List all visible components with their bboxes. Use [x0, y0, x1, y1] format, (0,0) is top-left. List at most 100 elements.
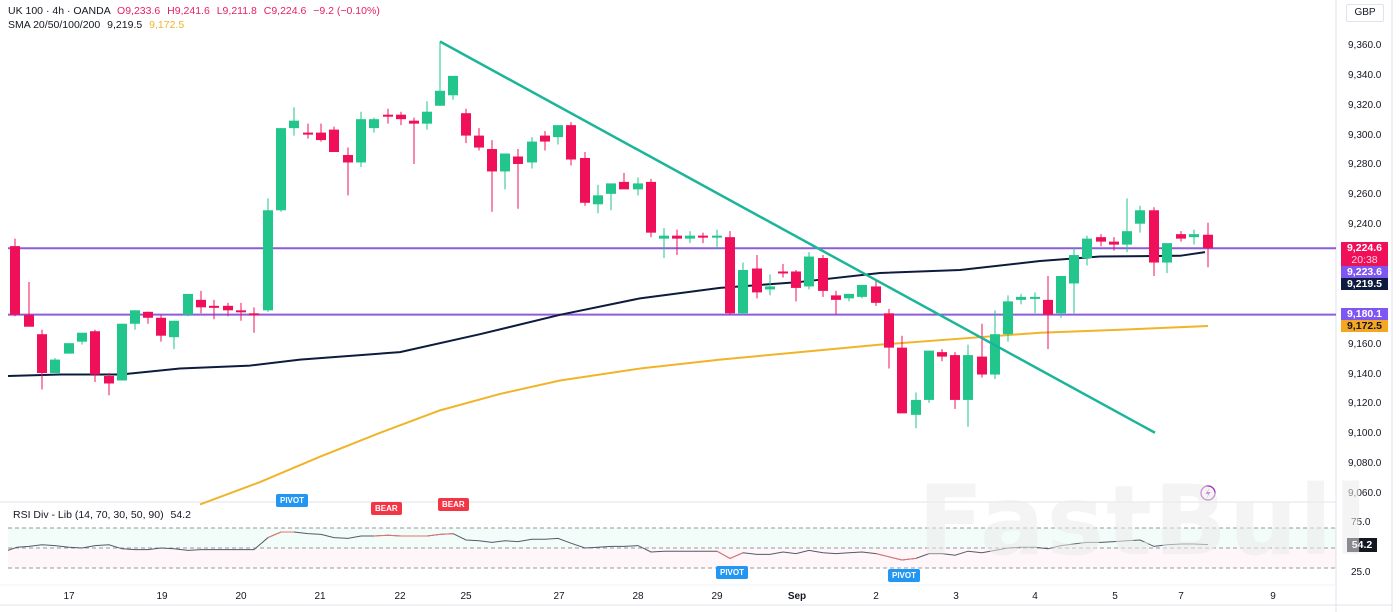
price-badge: 9,219.5 [1341, 278, 1388, 290]
candle-up [712, 235, 722, 238]
candle-down [196, 299, 206, 308]
price-badge-value: 9,223.6 [1346, 266, 1383, 278]
candle-down [383, 114, 393, 117]
candle-up [1016, 296, 1026, 300]
sma-value-2: 9,172.5 [149, 19, 185, 31]
sma-label[interactable]: SMA 20/50/100/200 [8, 19, 101, 31]
candle-down [1043, 299, 1053, 315]
trendline [439, 40, 1156, 434]
currency-button[interactable]: GBP [1346, 4, 1384, 22]
candle-down [950, 355, 960, 400]
candle-down [474, 135, 484, 148]
candle-up [183, 293, 193, 315]
time-tick: 17 [63, 591, 75, 602]
price-tick: 9,120.0 [1348, 398, 1382, 410]
candle-down [303, 132, 313, 135]
time-tick: 4 [1032, 591, 1038, 602]
time-tick: 29 [711, 591, 723, 602]
price-tick: 9,340.0 [1348, 69, 1382, 81]
candle-down [698, 235, 708, 238]
candle-down [778, 271, 788, 274]
lightning-glyph [1205, 488, 1211, 499]
candle-down [209, 305, 219, 308]
candle-up [1189, 234, 1199, 238]
candle-down [24, 314, 34, 327]
candle-up [527, 141, 537, 163]
candle-down [1149, 210, 1159, 263]
candle-down [884, 313, 894, 348]
candle-up [422, 111, 432, 124]
time-tick: 7 [1178, 591, 1184, 602]
time-tick: 25 [460, 591, 472, 602]
candle-up [64, 343, 74, 354]
candle-down [725, 237, 735, 314]
candle-down [791, 271, 801, 288]
candle-up [553, 125, 563, 138]
time-tick: 2 [873, 591, 879, 602]
candle-down [249, 313, 259, 316]
candle-down [977, 356, 987, 375]
candle-down [897, 347, 907, 414]
candle-up [765, 286, 775, 290]
time-tick: 5 [1112, 591, 1118, 602]
rsi-divergence-segment [267, 531, 294, 539]
rsi-signal-bear[interactable]: BEAR [371, 502, 402, 515]
rsi-divergence-segment [716, 550, 744, 559]
candle-up [1162, 243, 1172, 263]
price-tick: 9,320.0 [1348, 99, 1382, 111]
candle-up [963, 355, 973, 400]
candle-up [500, 153, 510, 172]
price-tick: 9,160.0 [1348, 338, 1382, 350]
candle-down [1109, 241, 1119, 245]
symbol-title[interactable]: UK 100 · 4h · OANDA [8, 5, 111, 17]
candle-down [487, 149, 497, 172]
candle-up [1069, 255, 1079, 284]
candle-up [276, 128, 286, 211]
change-value: −9.2 (−0.10%) [313, 5, 380, 17]
candle-up [633, 183, 643, 190]
candle-down [461, 113, 471, 136]
candle-up [448, 75, 458, 96]
rsi-signal-pivot[interactable]: PIVOT [716, 566, 749, 579]
rsi-signal-bear[interactable]: BEAR [438, 498, 469, 511]
candle-up [685, 235, 695, 239]
price-tick: 9,080.0 [1348, 458, 1382, 470]
candle-down [540, 135, 550, 142]
candle-up [924, 350, 934, 400]
symbol-legend: UK 100 · 4h · OANDA O9,233.6 H9,241.6 L9… [8, 4, 380, 32]
sma-row: SMA 20/50/100/200 9,219.5 9,172.5 [8, 18, 380, 32]
candle-up [1082, 238, 1092, 259]
rsi-signal-pivot[interactable]: PIVOT [276, 494, 309, 507]
candle-up [289, 120, 299, 129]
sma-navy-line [7, 251, 1206, 378]
candle-up [606, 183, 616, 194]
candle-up [130, 310, 140, 324]
price-tick: 9,100.0 [1348, 428, 1382, 440]
rsi-label[interactable]: RSI Div - Lib (14, 70, 30, 50, 90) [13, 509, 164, 521]
price-tick: 9,360.0 [1348, 40, 1382, 51]
rsi-axis-75: 75.0 [1351, 517, 1371, 528]
low-value: L9,211.8 [216, 5, 257, 17]
price-badge-value: 9,180.1 [1346, 308, 1383, 320]
sma-value-1: 9,219.5 [107, 19, 143, 31]
price-badge: 9,180.1 [1341, 308, 1388, 320]
price-tick: 9,060.0 [1348, 487, 1382, 499]
candle-down [37, 334, 47, 374]
candle-down [1096, 237, 1106, 242]
candle-up [263, 210, 273, 311]
price-badge: 9,223.6 [1341, 266, 1388, 278]
candle-up [857, 284, 867, 297]
time-tick: 28 [632, 591, 644, 602]
candle-down [646, 181, 656, 233]
time-tick: 19 [156, 591, 168, 602]
rsi-divergence-segment [373, 533, 454, 537]
candle-down [818, 258, 828, 291]
time-tick: 22 [394, 591, 406, 602]
time-tick: 27 [553, 591, 565, 602]
price-badge-value: 9,224.6 [1346, 242, 1383, 254]
candle-down [871, 286, 881, 303]
candle-down [329, 129, 339, 153]
rsi-legend: RSI Div - Lib (14, 70, 30, 50, 90) 54.2 [13, 509, 191, 521]
rsi-signal-pivot[interactable]: PIVOT [888, 569, 921, 582]
